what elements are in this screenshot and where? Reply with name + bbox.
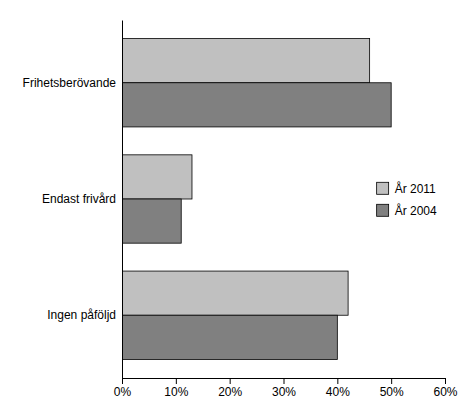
plot: 0% 10% 20% 30% 40% 50% 60% Ingen påföljd Endast … [23, 21, 458, 399]
legend: År 2011 År 2004 [377, 181, 437, 218]
tick: Ingen påföljd [47, 308, 122, 322]
legend-item: År 2004 [377, 203, 437, 218]
tick-label: Ingen påföljd [47, 308, 116, 322]
bar [122, 271, 348, 315]
legend-swatch [377, 204, 389, 216]
tick-label: 60% [433, 385, 457, 399]
tick-mark [176, 378, 177, 384]
tick: Endast frivård [42, 192, 122, 206]
bar [122, 315, 337, 359]
tick-mark [445, 378, 446, 384]
tick-mark [284, 378, 285, 384]
tick: 0% [114, 378, 132, 399]
tick-label: 0% [114, 385, 132, 399]
legend-label: År 2004 [395, 203, 437, 218]
value-axis: 0% 10% 20% 30% 40% 50% 60% [114, 378, 458, 399]
legend-item: År 2011 [377, 181, 436, 196]
bar [122, 155, 192, 199]
tick: 30% [272, 378, 296, 399]
axis-line [122, 21, 123, 379]
tick: 40% [326, 378, 350, 399]
category-axis: Ingen påföljd Endast frivård Frihetsberöva… [23, 21, 123, 379]
tick-label: 50% [380, 385, 404, 399]
tick: Frihetsberövande [23, 76, 122, 90]
tick-label: 10% [164, 385, 188, 399]
tick-mark [337, 378, 338, 384]
bars [122, 39, 391, 360]
bar [122, 83, 391, 127]
tick-label: 20% [218, 385, 242, 399]
tick-label: Endast frivård [42, 192, 116, 206]
tick-label: 40% [326, 385, 350, 399]
tick-mark [122, 378, 123, 384]
tick: 60% [433, 378, 457, 399]
tick: 20% [218, 378, 242, 399]
tick-label: Frihetsberövande [23, 76, 117, 90]
chart: 0% 10% 20% 30% 40% 50% 60% Ingen påföljd Endast … [0, 0, 467, 418]
bar [122, 199, 181, 243]
tick-label: 30% [272, 385, 296, 399]
tick-mark [391, 378, 392, 384]
bar [122, 39, 370, 83]
legend-swatch [377, 182, 389, 194]
tick: 10% [164, 378, 188, 399]
tick-mark [230, 378, 231, 384]
legend-label: År 2011 [395, 181, 436, 196]
tick: 50% [380, 378, 404, 399]
